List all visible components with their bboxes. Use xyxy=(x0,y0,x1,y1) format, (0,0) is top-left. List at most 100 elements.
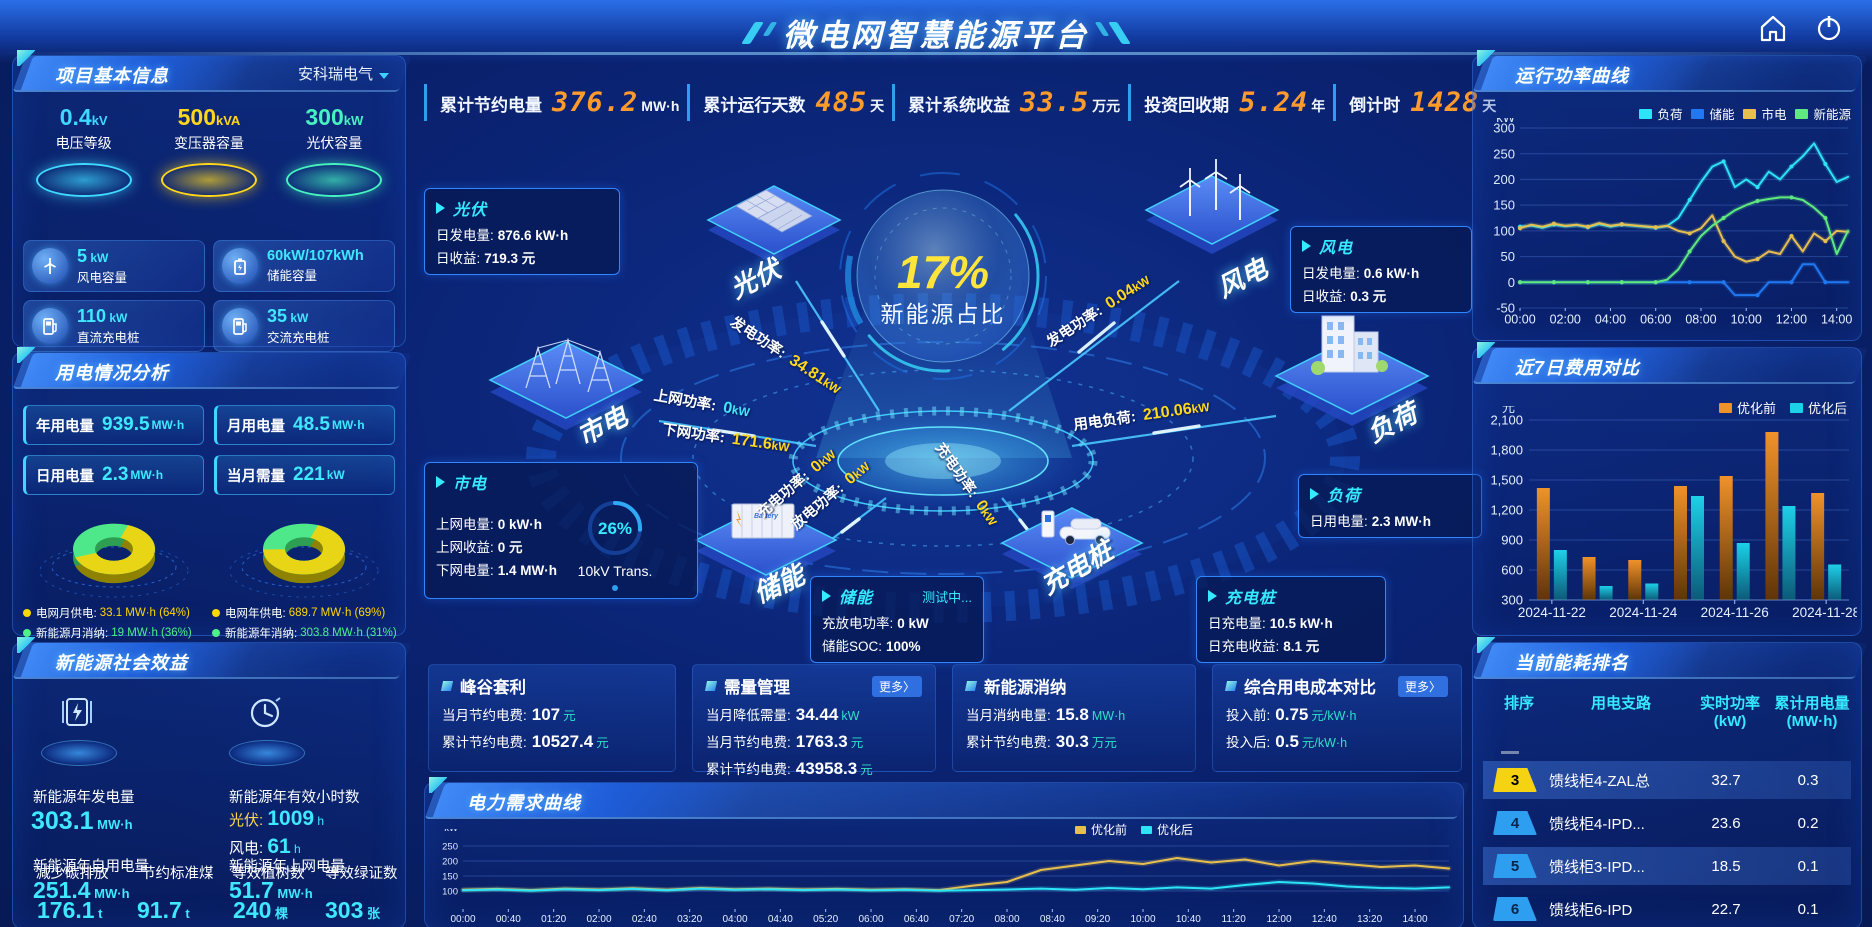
panel-project-info: 项目基本信息 安科瑞电气 0.4kV 电压等级 500kVA 变压器容量 300kW 光伏… xyxy=(12,50,412,352)
row-unit: 元 xyxy=(563,709,576,723)
total-energy: 0.3 xyxy=(1797,771,1819,789)
legend-负荷[interactable]: 负荷 xyxy=(1639,104,1682,123)
coal-label: 节约标准煤 xyxy=(141,866,214,882)
gen-value: 303.1 MW·h xyxy=(31,807,133,835)
svg-text:01:20: 01:20 xyxy=(541,914,566,925)
decor-slash xyxy=(762,21,778,36)
bottom-card-row-1: 累计节约电费: 10527.4 元 xyxy=(442,731,662,752)
legend-item-0: 电网年供电: 689.7 MW·h (69%) xyxy=(212,605,401,621)
panel-title: 新能源社会效益 xyxy=(55,653,188,673)
info-row-1: 上网收益: 0 元 xyxy=(436,536,557,556)
title-wrap: 微电网智慧能源平台 xyxy=(741,10,1131,55)
bottom-card-title: 新能源消纳 xyxy=(984,679,1067,697)
legend-优化前[interactable]: 优化前 xyxy=(1075,821,1127,838)
wind-node-icon xyxy=(1144,159,1280,254)
bottom-card-row-2: 累计节约电费: 43958.3 元 xyxy=(706,758,922,779)
panel-header: 用电情况分析 xyxy=(12,347,412,389)
bottom-card-header: 新能源消纳 xyxy=(964,674,1182,698)
info-label: 储能SOC: xyxy=(822,639,883,654)
info-value: 0 kW·h xyxy=(497,517,543,532)
ranking-row-2[interactable]: 5 馈线柜3-IPD... 18.5 0.1 xyxy=(1483,847,1851,885)
info-box-header: 充电桩 xyxy=(1208,584,1374,608)
legend-优化前[interactable]: 优化前 xyxy=(1718,398,1776,417)
year-legend: 电网年供电: 689.7 MW·h (69%) 新能源年消纳: 303.8 MW·h … xyxy=(212,605,401,645)
svg-text:12:00: 12:00 xyxy=(1266,914,1291,925)
svg-text:300: 300 xyxy=(1493,121,1515,136)
svg-text:100: 100 xyxy=(442,886,458,897)
svg-text:1,500: 1,500 xyxy=(1490,473,1523,488)
legend-swatch xyxy=(1795,108,1809,119)
bottom-card-header: 峰谷套利 xyxy=(440,674,662,698)
hours-icon-pedestal xyxy=(229,693,305,766)
power-icon[interactable] xyxy=(1814,14,1844,42)
bottom-card-row-1: 累计节约电费: 30.3 万元 xyxy=(966,731,1182,752)
svg-text:08:00: 08:00 xyxy=(994,914,1019,925)
arrow-icon xyxy=(1310,488,1319,500)
svg-text:02:00: 02:00 xyxy=(1550,313,1581,327)
ranking-row-3[interactable]: 6 馈线柜6-IPD 22.7 0.1 xyxy=(1483,890,1851,921)
kpi-label: 倒计时 xyxy=(1349,95,1401,115)
ac-charger-icon xyxy=(222,308,258,344)
svg-text:04:40: 04:40 xyxy=(768,914,793,925)
legend-市电[interactable]: 市电 xyxy=(1743,104,1786,123)
row-unit: 元/kW·h xyxy=(1311,709,1357,723)
month-legend: 电网月供电: 33.1 MW·h (64%) 新能源月消纳: 19 MW·h (36%… xyxy=(23,605,212,645)
pedestal-glow xyxy=(35,163,132,197)
info-value: 0 kW xyxy=(897,616,929,631)
usage-unit: MW·h xyxy=(331,418,365,432)
svg-text:150: 150 xyxy=(1493,198,1515,213)
svg-text:12:00: 12:00 xyxy=(1776,313,1807,327)
svg-text:100: 100 xyxy=(1493,223,1515,238)
info-label: 日发电量: xyxy=(1302,266,1360,281)
info-row-0: 日发电量: 876.6 kW·h xyxy=(436,224,608,244)
info-row-0: 日发电量: 0.6 kW·h xyxy=(1302,262,1460,282)
info-label: 充放电功率: xyxy=(822,616,894,631)
legend-text: 储能 xyxy=(1709,108,1735,122)
legend-dot xyxy=(212,609,220,617)
svg-text:11:20: 11:20 xyxy=(1222,914,1247,925)
panel-header: 近7日费用对比 xyxy=(1472,342,1868,384)
svg-text:08:00: 08:00 xyxy=(1685,313,1716,327)
info-box-header: 市电 xyxy=(436,470,686,494)
center-sphere xyxy=(856,189,1030,363)
card-label: 储能容量 xyxy=(267,268,318,283)
kpi-value: 5.24 xyxy=(1239,86,1309,118)
legend-新能源[interactable]: 新能源 xyxy=(1795,104,1851,123)
svg-text:02:40: 02:40 xyxy=(632,914,657,925)
ranking-header-3: 累计用电量 (MW·h) xyxy=(1774,695,1850,730)
legend-储能[interactable]: 储能 xyxy=(1691,104,1734,123)
svg-text:10:40: 10:40 xyxy=(1176,914,1201,925)
usage-value: 2.3 xyxy=(102,464,129,485)
more-button[interactable]: 更多〉 xyxy=(871,675,922,697)
panel-corner-icon xyxy=(17,637,35,653)
svg-text:200: 200 xyxy=(1493,172,1515,187)
panel-corner-icon xyxy=(1477,342,1495,358)
capacity-card-2: 110 kW 直流充电桩 xyxy=(23,300,205,352)
ranking-header-2: 实时功率 (kW) xyxy=(1699,695,1760,730)
ranking-row-0[interactable]: 3 馈线柜4-ZAL总 32.7 0.3 xyxy=(1483,761,1851,799)
pedestal-label: 变压器容量 xyxy=(173,135,244,151)
legend-text: 负荷 xyxy=(1657,108,1683,122)
year-mix-donut xyxy=(229,523,379,598)
kpi-label: 累计运行天数 xyxy=(703,95,806,115)
legend-text: 优化前 xyxy=(1736,401,1776,416)
legend-优化后[interactable]: 优化后 xyxy=(1141,821,1193,838)
company-select[interactable]: 安科瑞电气 xyxy=(298,63,389,84)
kpi-value: 1428 xyxy=(1410,86,1480,118)
home-icon[interactable] xyxy=(1758,14,1788,42)
kpi-unit: 天 xyxy=(870,97,885,114)
ranking-row-1[interactable]: 4 馈线柜4-IPD... 23.6 0.2 xyxy=(1483,804,1851,842)
svg-text:14:00: 14:00 xyxy=(1402,914,1427,925)
usage-label: 日用电量 xyxy=(36,468,94,485)
top-header: 微电网智慧能源平台 xyxy=(0,0,1872,64)
capacity-card-1: 60kW/107kWh 储能容量 xyxy=(213,240,395,292)
panel-header: 当前能耗排名 xyxy=(1472,637,1868,679)
kpi-label: 投资回收期 xyxy=(1144,95,1230,115)
more-button[interactable]: 更多〉 xyxy=(1397,675,1448,697)
rank-badge: 4 xyxy=(1493,811,1537,835)
rank-badge: 6 xyxy=(1493,897,1537,921)
info-box-header: 负荷 xyxy=(1310,482,1470,506)
panel-corner-icon xyxy=(17,347,35,363)
legend-swatch xyxy=(1691,108,1705,119)
legend-优化后[interactable]: 优化后 xyxy=(1789,398,1847,417)
